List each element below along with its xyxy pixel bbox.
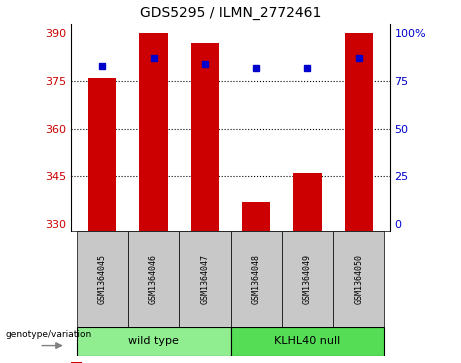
Bar [77,327,230,356]
Bar [293,173,322,231]
Text: genotype/variation: genotype/variation [6,330,92,339]
Text: GSM1364050: GSM1364050 [354,254,363,303]
Bar [230,327,384,356]
Bar [71,362,82,363]
Bar [345,33,373,231]
Title: GDS5295 / ILMN_2772461: GDS5295 / ILMN_2772461 [140,6,321,20]
Bar [333,231,384,327]
Bar [88,78,116,231]
Text: GSM1364049: GSM1364049 [303,254,312,303]
Bar [282,231,333,327]
Text: GSM1364048: GSM1364048 [252,254,260,303]
Bar [242,202,270,231]
Bar [128,231,179,327]
Bar [179,231,230,327]
Text: wild type: wild type [128,336,179,346]
Bar [230,231,282,327]
Bar [191,43,219,231]
Bar [77,231,128,327]
Text: GSM1364045: GSM1364045 [98,254,107,303]
Text: GSM1364047: GSM1364047 [201,254,209,303]
Text: GSM1364046: GSM1364046 [149,254,158,303]
Bar [139,33,168,231]
Text: KLHL40 null: KLHL40 null [274,336,341,346]
